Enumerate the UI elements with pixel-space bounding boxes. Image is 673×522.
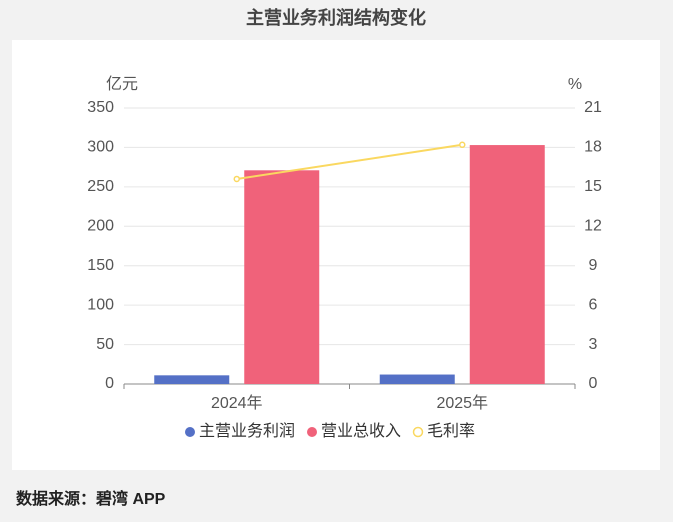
- y-tick-label: 350: [87, 99, 114, 116]
- legend-marker: [185, 427, 195, 437]
- y2-tick-label: 3: [589, 336, 598, 353]
- y2-tick-label: 0: [589, 375, 598, 392]
- y-tick-label: 150: [87, 257, 114, 274]
- legend-label: 毛利率: [427, 422, 475, 440]
- chart-title: 主营业务利润结构变化: [246, 7, 426, 28]
- bar: [379, 374, 455, 384]
- legend-marker: [307, 427, 317, 437]
- source: 数据来源：碧湾 APP: [16, 489, 166, 508]
- bar: [244, 170, 320, 384]
- y-tick-label: 200: [87, 218, 114, 235]
- legend-marker: [412, 426, 424, 438]
- y2-axis-label: %: [568, 76, 582, 93]
- y-axis-label: 亿元: [106, 75, 138, 93]
- y2-tick-label: 9: [589, 257, 598, 274]
- y-tick-label: 100: [87, 296, 114, 313]
- y2-tick-label: 15: [584, 178, 602, 195]
- line-point: [233, 175, 240, 183]
- y2-tick-label: 12: [584, 218, 602, 235]
- panel: [12, 40, 660, 470]
- line: [236, 143, 463, 180]
- y-tick-label: 50: [96, 336, 114, 353]
- y-tick-label: 250: [87, 178, 114, 195]
- legend-label: 营业总收入: [321, 422, 401, 440]
- y-tick-label: 300: [87, 139, 114, 156]
- y2-tick-label: 21: [584, 99, 602, 116]
- line-point: [459, 141, 466, 149]
- y-tick-label: 0: [105, 375, 114, 392]
- x-tick-label: 2025年: [436, 394, 488, 412]
- bar: [469, 145, 545, 384]
- bar: [154, 375, 230, 384]
- x-tick-label: 2024年: [211, 394, 263, 412]
- y2-tick-label: 6: [589, 296, 598, 313]
- legend-label: 主营业务利润: [199, 422, 295, 440]
- y2-tick-label: 18: [584, 139, 602, 156]
